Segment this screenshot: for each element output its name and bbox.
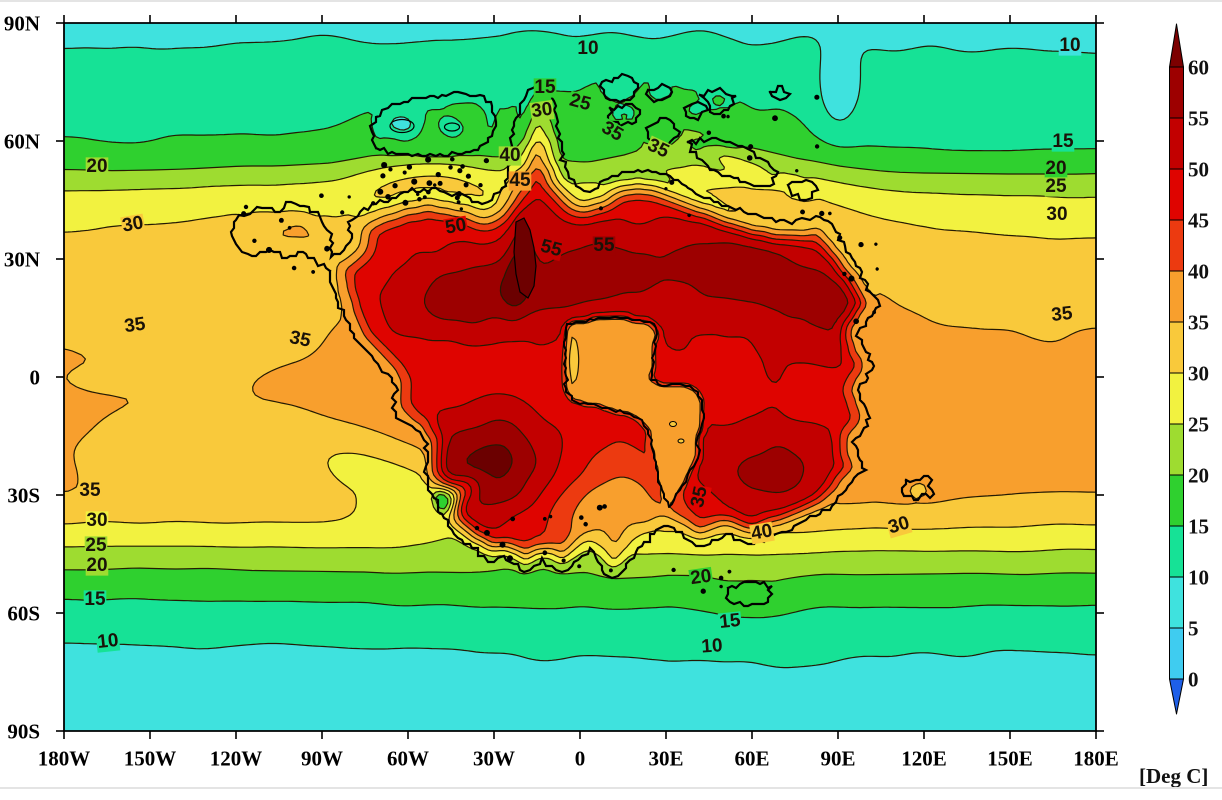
svg-text:45: 45 (1188, 209, 1209, 233)
svg-text:10: 10 (1188, 566, 1209, 590)
svg-text:120E: 120E (901, 747, 947, 771)
svg-text:30: 30 (530, 99, 554, 123)
svg-text:40: 40 (1188, 260, 1209, 284)
svg-text:90S: 90S (7, 719, 40, 743)
svg-text:30E: 30E (648, 747, 683, 771)
svg-text:0: 0 (575, 747, 586, 771)
svg-text:15: 15 (534, 77, 556, 98)
svg-text:60N: 60N (4, 129, 40, 153)
svg-text:10: 10 (701, 635, 724, 657)
svg-text:20: 20 (689, 566, 713, 590)
svg-text:30: 30 (1188, 362, 1209, 386)
svg-text:180W: 180W (38, 747, 91, 771)
svg-text:10: 10 (1059, 35, 1080, 56)
svg-text:25: 25 (1045, 176, 1067, 197)
svg-text:35: 35 (1050, 303, 1074, 326)
svg-text:20: 20 (1188, 464, 1209, 488)
svg-text:0: 0 (1188, 668, 1199, 692)
svg-text:90E: 90E (820, 747, 855, 771)
svg-text:40: 40 (750, 520, 774, 544)
svg-text:45: 45 (509, 170, 531, 191)
svg-text:20: 20 (1045, 158, 1066, 179)
svg-text:35: 35 (79, 480, 101, 501)
svg-text:10: 10 (96, 630, 119, 653)
svg-text:60W: 60W (387, 747, 429, 771)
svg-text:15: 15 (84, 589, 106, 610)
svg-text:20: 20 (86, 156, 107, 177)
svg-text:15: 15 (718, 610, 742, 633)
svg-text:60S: 60S (7, 601, 40, 625)
svg-text:30: 30 (1046, 204, 1067, 225)
svg-text:30: 30 (86, 510, 107, 531)
svg-text:150E: 150E (987, 747, 1033, 771)
svg-text:25: 25 (85, 535, 107, 556)
svg-text:90N: 90N (4, 11, 40, 35)
svg-text:0: 0 (30, 365, 41, 389)
svg-text:55: 55 (593, 235, 615, 256)
svg-text:50: 50 (444, 214, 468, 238)
svg-text:40: 40 (499, 145, 520, 166)
svg-text:20: 20 (86, 555, 107, 576)
svg-text:15: 15 (1052, 131, 1074, 152)
svg-text:15: 15 (1188, 515, 1209, 539)
svg-text:35: 35 (1188, 311, 1209, 335)
svg-text:90W: 90W (301, 747, 343, 771)
svg-text:30N: 30N (4, 247, 40, 271)
svg-text:35: 35 (687, 484, 712, 509)
svg-text:60E: 60E (734, 747, 769, 771)
svg-text:10: 10 (577, 38, 598, 59)
svg-text:[Deg C]: [Deg C] (1139, 764, 1208, 788)
svg-text:25: 25 (1188, 413, 1209, 437)
svg-text:30W: 30W (473, 747, 515, 771)
svg-text:60: 60 (1188, 56, 1209, 80)
svg-text:35: 35 (288, 327, 313, 352)
svg-text:35: 35 (123, 313, 147, 337)
svg-text:30S: 30S (7, 483, 40, 507)
svg-text:50: 50 (1188, 158, 1209, 182)
svg-text:180E: 180E (1073, 747, 1119, 771)
svg-text:150W: 150W (124, 747, 177, 771)
svg-text:55: 55 (1188, 107, 1209, 131)
svg-text:120W: 120W (210, 747, 263, 771)
svg-text:30: 30 (121, 212, 145, 236)
svg-text:5: 5 (1188, 617, 1199, 641)
